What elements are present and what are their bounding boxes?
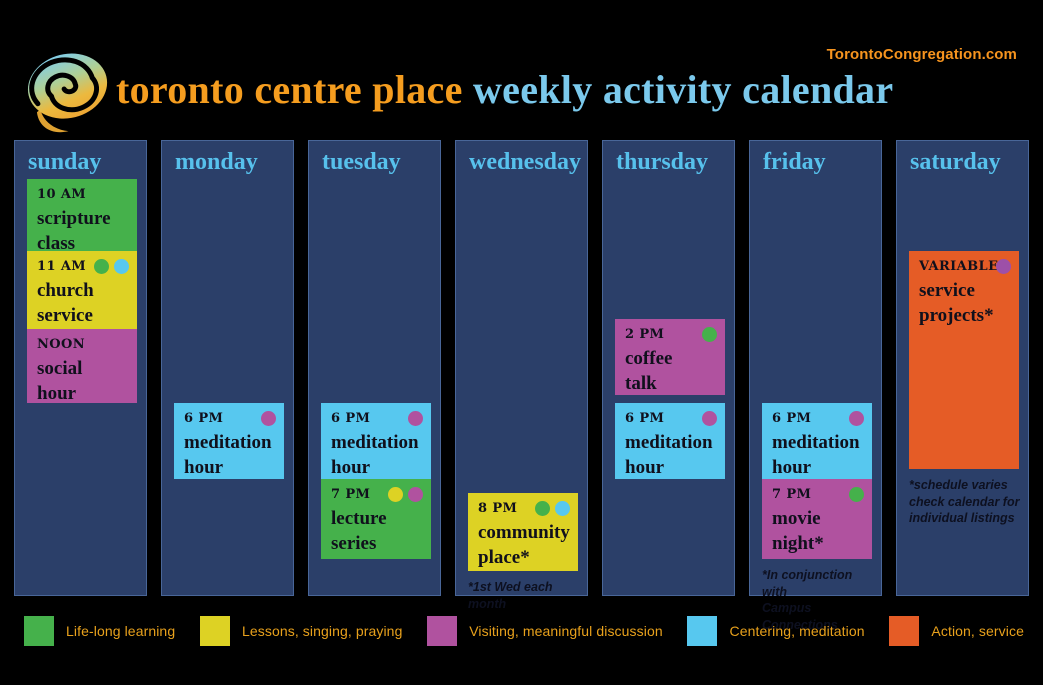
footnote-wednesday: *1st Wed each month: [468, 580, 553, 611]
page-title-secondary: weekly activity calendar: [472, 67, 894, 112]
event-scripture-class: 10 AM scripture class: [27, 179, 137, 254]
event-meditation-hour: 6 PM meditation hour: [615, 403, 725, 479]
magenta-dot-icon: [702, 411, 717, 426]
day-column-saturday: saturday VARIABLE service projects* *schedu…: [896, 140, 1029, 596]
day-header-saturday: saturday: [910, 149, 1001, 175]
event-time: 6 PM: [772, 411, 812, 426]
event-title: community place*: [478, 522, 570, 568]
magenta-swatch-icon: [427, 616, 458, 646]
event-category-dots: [408, 411, 423, 426]
day-header-wednesday: wednesday: [469, 149, 582, 175]
event-title: lecture series: [331, 508, 387, 554]
cyan-swatch-icon: [687, 616, 718, 646]
yellow-swatch-icon: [199, 616, 230, 646]
event-time: 6 PM: [184, 411, 224, 426]
event-title: coffee talk: [625, 348, 673, 394]
event-category-dots: [94, 259, 129, 274]
day-header-thursday: thursday: [616, 149, 709, 175]
event-title: scripture class: [37, 208, 111, 254]
event-title: meditation hour: [331, 432, 419, 478]
orange-swatch-icon: [889, 616, 920, 646]
event-category-dots: [388, 487, 423, 502]
green-dot-icon: [94, 259, 109, 274]
legend-item-life-long-learning: Life-long learning: [24, 616, 175, 646]
event-category-dots: [849, 411, 864, 426]
footnote-saturday: *schedule varies check calendar for indi…: [909, 478, 1020, 525]
event-service-projects: VARIABLE service projects*: [909, 251, 1019, 469]
green-dot-icon: [849, 487, 864, 502]
event-time: 11 AM: [37, 259, 87, 274]
legend-label: Lessons, singing, praying: [241, 623, 403, 639]
swirl-logo-icon: [27, 53, 108, 133]
day-column-friday: friday 6 PM meditation hour 7 PM movie night…: [749, 140, 882, 632]
page-title-primary: toronto centre place: [116, 67, 463, 112]
magenta-dot-icon: [408, 487, 423, 502]
day-header-friday: friday: [763, 149, 826, 175]
day-column-monday: monday 6 PM meditation hour: [161, 140, 294, 596]
event-lecture-series: 7 PM lecture series: [321, 479, 431, 559]
day-column-thursday: thursday 2 PM coffee talk 6 PM meditation ho…: [602, 140, 735, 596]
cyan-dot-icon: [555, 501, 570, 516]
magenta-dot-icon: [408, 411, 423, 426]
event-category-dots: [849, 487, 864, 502]
event-time: VARIABLE: [919, 259, 999, 274]
event-time: 2 PM: [625, 327, 665, 342]
event-category-dots: [702, 327, 717, 342]
event-category-dots: [535, 501, 570, 516]
legend-item-visiting-meaningful-discussion: Visiting, meaningful discussion: [427, 616, 663, 646]
legend: Life-long learning Lessons, singing, pray…: [24, 616, 1024, 646]
day-column-sunday: sunday 10 AM scripture class 11 AM church se…: [14, 140, 147, 596]
event-time: 7 PM: [772, 487, 812, 502]
legend-item-lessons-singing-praying: Lessons, singing, praying: [199, 616, 403, 646]
site-link[interactable]: TorontoCongregation.com: [826, 46, 1017, 63]
event-title: movie night*: [772, 508, 824, 554]
day-header-monday: monday: [175, 149, 258, 175]
calendar-grid: sunday 10 AM scripture class 11 AM church se…: [14, 140, 1029, 632]
day-header-tuesday: tuesday: [322, 149, 401, 175]
green-dot-icon: [702, 327, 717, 342]
magenta-dot-icon: [849, 411, 864, 426]
event-time: NOON: [37, 337, 86, 352]
green-dot-icon: [535, 501, 550, 516]
day-column-tuesday: tuesday 6 PM meditation hour 7 PM lecture se…: [308, 140, 441, 596]
event-meditation-hour: 6 PM meditation hour: [321, 403, 431, 479]
event-category-dots: [702, 411, 717, 426]
event-community-place: 8 PM community place*: [468, 493, 578, 571]
legend-label: Life-long learning: [66, 623, 176, 639]
event-title: social hour: [37, 358, 83, 404]
day-header-sunday: sunday: [28, 149, 102, 175]
event-church-service: 11 AM church service: [27, 251, 137, 329]
event-time: 6 PM: [331, 411, 371, 426]
footnote-friday: *In conjunction with Campus Connections: [762, 568, 853, 632]
cyan-dot-icon: [114, 259, 129, 274]
day-column-wednesday: wednesday 8 PM community place* *1st Wed ea…: [455, 140, 588, 611]
green-swatch-icon: [24, 616, 54, 646]
event-coffee-talk: 2 PM coffee talk: [615, 319, 725, 395]
event-time: 10 AM: [37, 187, 87, 202]
legend-label: Visiting, meaningful discussion: [469, 623, 663, 639]
event-title: service projects*: [919, 280, 994, 326]
event-meditation-hour: 6 PM meditation hour: [762, 403, 872, 479]
legend-label: Action, service: [931, 623, 1024, 639]
legend-item-centering-meditation: Centering, meditation: [687, 616, 865, 646]
event-title: meditation hour: [772, 432, 860, 478]
legend-label: Centering, meditation: [729, 623, 865, 639]
event-category-dots: [261, 411, 276, 426]
event-meditation-hour: 6 PM meditation hour: [174, 403, 284, 479]
page-title: toronto centre place weekly activity cal…: [116, 66, 893, 113]
event-title: church service: [37, 280, 94, 326]
yellow-dot-icon: [388, 487, 403, 502]
event-movie-night: 7 PM movie night*: [762, 479, 872, 559]
event-title: meditation hour: [184, 432, 272, 478]
event-time: 7 PM: [331, 487, 371, 502]
event-time: 8 PM: [478, 501, 518, 516]
event-time: 6 PM: [625, 411, 665, 426]
magenta-dot-icon: [261, 411, 276, 426]
legend-item-action-service: Action, service: [889, 616, 1024, 646]
event-category-dots: [996, 259, 1011, 274]
event-social-hour: NOON social hour: [27, 329, 137, 404]
event-title: meditation hour: [625, 432, 713, 478]
purple-dot-icon: [996, 259, 1011, 274]
